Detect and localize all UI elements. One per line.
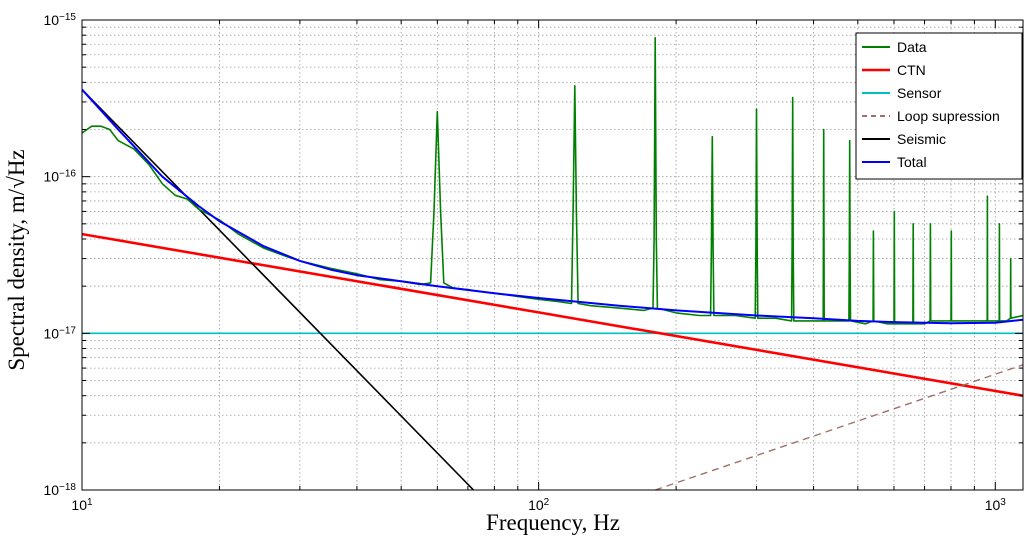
legend-label: Loop supression bbox=[897, 108, 1000, 124]
series-line-ctn bbox=[82, 232, 1023, 397]
series-line-loop-supression bbox=[654, 364, 1023, 490]
tick-marks bbox=[81, 20, 1023, 491]
tick-labels: 101 102 103 10−18 10−17 10−16 10−15 bbox=[43, 12, 1006, 514]
series-line-seismic bbox=[82, 88, 475, 490]
y-tick-label: 10−18 bbox=[43, 482, 76, 499]
legend-label: Total bbox=[897, 154, 927, 170]
axes-frame bbox=[81, 19, 1024, 491]
legend-label: Data bbox=[897, 39, 927, 55]
x-axis-label: Frequency, Hz bbox=[486, 510, 620, 535]
plot-series bbox=[82, 36, 1023, 490]
legend-label: Sensor bbox=[897, 85, 942, 101]
legend-label: Seismic bbox=[897, 131, 946, 147]
y-tick-label: 10−16 bbox=[43, 168, 76, 185]
legend: Data CTN Sensor Loop supression Seismic Total bbox=[855, 32, 1023, 180]
x-tick-label: 101 bbox=[71, 497, 93, 514]
legend-box bbox=[855, 32, 1023, 180]
x-tick-label: 102 bbox=[528, 497, 550, 514]
y-axis-label: Spectral density, m/√Hz bbox=[4, 149, 29, 370]
series-line-total bbox=[82, 88, 1023, 325]
y-tick-label: 10−15 bbox=[43, 12, 76, 29]
legend-label: CTN bbox=[897, 62, 926, 78]
y-tick-label: 10−17 bbox=[43, 325, 76, 342]
x-tick-label: 103 bbox=[985, 497, 1007, 514]
